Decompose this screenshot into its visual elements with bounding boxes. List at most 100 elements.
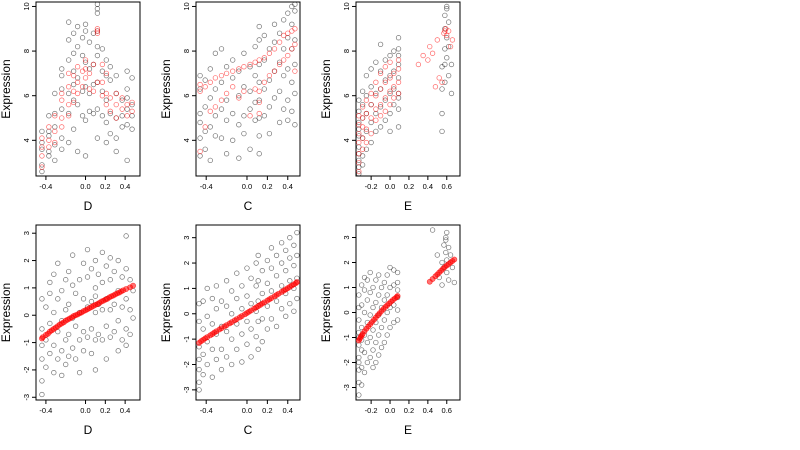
data-point bbox=[213, 306, 220, 312]
data-point bbox=[377, 86, 384, 92]
data-point bbox=[52, 124, 58, 130]
data-point bbox=[79, 35, 86, 41]
y-tick-label: -3 bbox=[22, 394, 31, 401]
y-tick-label: 3 bbox=[22, 231, 31, 235]
data-point bbox=[52, 90, 58, 97]
data-point bbox=[218, 135, 225, 141]
data-point bbox=[39, 378, 45, 384]
data-point bbox=[276, 59, 283, 65]
data-point bbox=[66, 139, 72, 146]
data-point bbox=[241, 50, 247, 56]
data-point bbox=[239, 331, 245, 337]
data-point bbox=[444, 35, 450, 41]
data-point bbox=[204, 313, 210, 319]
data-point bbox=[72, 356, 79, 362]
data-point bbox=[59, 72, 65, 79]
data-point bbox=[99, 61, 106, 68]
data-point bbox=[236, 66, 242, 72]
data-point bbox=[52, 142, 58, 148]
data-point bbox=[359, 115, 366, 121]
data-point bbox=[124, 113, 130, 119]
data-point bbox=[202, 128, 208, 135]
data-point bbox=[278, 306, 285, 312]
data-point bbox=[39, 168, 45, 175]
data-point bbox=[196, 379, 202, 385]
data-point bbox=[444, 6, 450, 12]
data-point bbox=[294, 295, 300, 302]
data-point bbox=[391, 319, 397, 326]
data-point bbox=[70, 30, 77, 36]
data-point bbox=[129, 99, 135, 106]
data-point bbox=[196, 387, 202, 393]
data-point bbox=[107, 334, 113, 340]
data-point bbox=[432, 84, 439, 90]
data-point bbox=[356, 133, 362, 139]
data-point bbox=[103, 57, 109, 63]
data-point bbox=[241, 84, 247, 90]
data-point bbox=[82, 28, 89, 34]
data-point bbox=[368, 115, 374, 121]
x-axis-label: E bbox=[404, 423, 412, 437]
data-point bbox=[285, 66, 291, 72]
plot-frame bbox=[195, 224, 301, 401]
data-point bbox=[230, 110, 236, 117]
data-point bbox=[382, 117, 388, 123]
data-point bbox=[451, 279, 457, 286]
data-point bbox=[59, 115, 65, 121]
data-point bbox=[444, 3, 450, 10]
data-point bbox=[59, 287, 65, 294]
data-point bbox=[119, 274, 125, 280]
data-point bbox=[391, 95, 397, 101]
data-point bbox=[292, 26, 298, 32]
data-point bbox=[252, 72, 258, 79]
data-point bbox=[363, 110, 370, 117]
data-point bbox=[229, 361, 235, 368]
data-point bbox=[266, 50, 273, 56]
data-point bbox=[103, 70, 109, 77]
data-point bbox=[268, 245, 275, 251]
data-point bbox=[394, 279, 401, 286]
data-point bbox=[74, 64, 81, 70]
data-point bbox=[292, 122, 298, 128]
data-point bbox=[444, 229, 450, 236]
data-point bbox=[113, 90, 119, 97]
data-point bbox=[377, 41, 384, 48]
data-point bbox=[442, 61, 448, 68]
y-axis-label: Expression bbox=[319, 59, 333, 118]
data-point bbox=[119, 124, 125, 130]
data-point bbox=[202, 77, 208, 83]
data-point bbox=[212, 50, 219, 56]
data-point bbox=[39, 342, 45, 348]
data-point bbox=[239, 359, 245, 365]
data-point bbox=[283, 268, 289, 274]
data-point bbox=[204, 285, 210, 292]
y-tick-label: 3 bbox=[182, 236, 191, 240]
data-point bbox=[361, 274, 368, 281]
data-point bbox=[356, 379, 362, 386]
data-point bbox=[281, 72, 287, 79]
data-point bbox=[124, 95, 130, 101]
data-point bbox=[395, 79, 402, 85]
data-point bbox=[127, 307, 133, 313]
data-point bbox=[88, 350, 95, 357]
data-point bbox=[395, 75, 402, 81]
observed-series bbox=[356, 3, 455, 177]
data-point bbox=[207, 79, 213, 85]
data-point bbox=[202, 146, 208, 152]
observed-series bbox=[39, 233, 136, 398]
data-point bbox=[107, 95, 113, 101]
data-point bbox=[429, 50, 436, 56]
data-point bbox=[196, 356, 202, 363]
data-point bbox=[394, 293, 401, 299]
data-point bbox=[124, 122, 130, 128]
fitted-series bbox=[39, 282, 136, 342]
data-point bbox=[92, 367, 99, 373]
data-point bbox=[111, 301, 117, 307]
data-point bbox=[373, 59, 379, 65]
data-point bbox=[39, 296, 45, 302]
data-point bbox=[107, 130, 113, 137]
data-point bbox=[271, 46, 278, 52]
data-point bbox=[197, 135, 203, 141]
data-point bbox=[94, 79, 101, 85]
data-point bbox=[207, 66, 213, 72]
